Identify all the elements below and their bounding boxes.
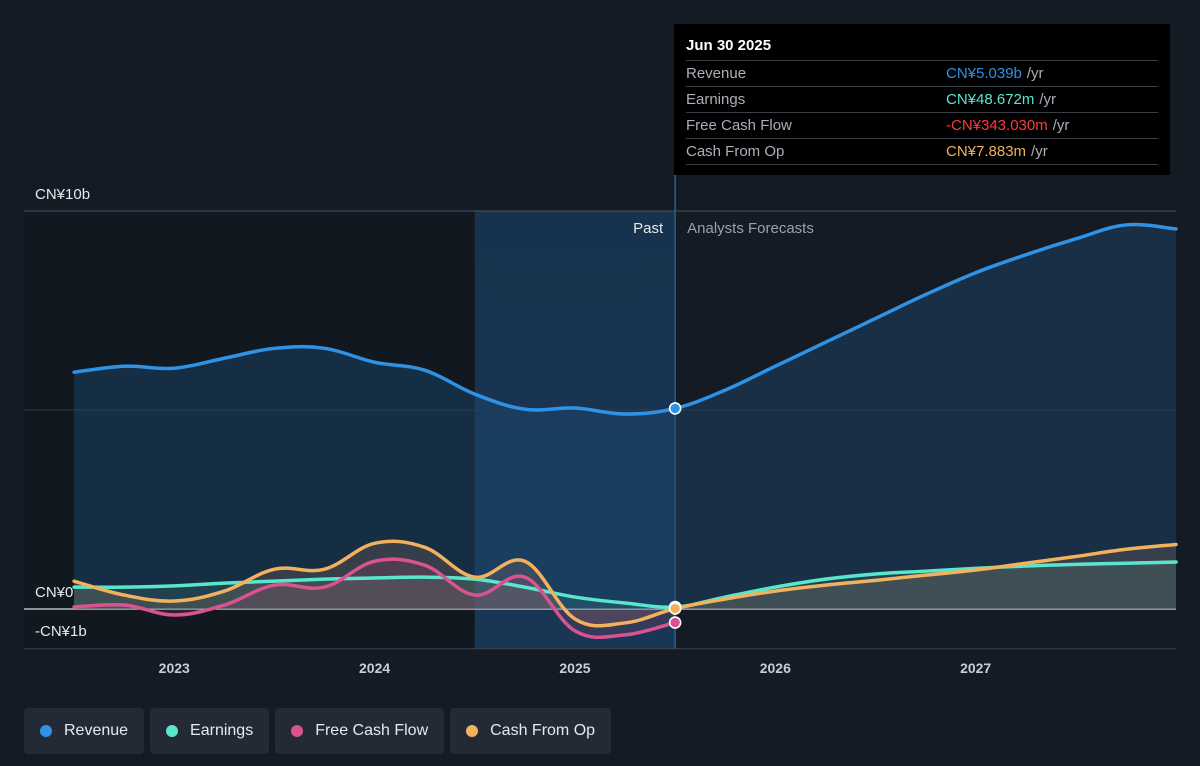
tooltip-row-earnings: Earnings CN¥48.672m /yr bbox=[686, 86, 1158, 112]
legend-item-label: Revenue bbox=[64, 722, 129, 739]
x-axis-tick-label: 2026 bbox=[760, 660, 791, 676]
hover-tooltip: Jun 30 2025 Revenue CN¥5.039b /yr Earnin… bbox=[674, 24, 1170, 175]
x-axis-tick-label: 2025 bbox=[559, 660, 590, 676]
tooltip-row-unit: /yr bbox=[1031, 143, 1048, 160]
revenue-area bbox=[74, 224, 1177, 610]
tooltip-rows: Revenue CN¥5.039b /yr Earnings CN¥48.672… bbox=[686, 60, 1158, 165]
legend-item-label: Free Cash Flow bbox=[315, 722, 429, 739]
tooltip-row-value: -CN¥343.030m bbox=[946, 117, 1048, 134]
series-line-free-cash-flow bbox=[72, 557, 677, 640]
chart-legend: Revenue Earnings Free Cash Flow Cash Fro… bbox=[24, 708, 612, 754]
cash-from-op-area bbox=[74, 541, 1177, 626]
legend-item-cash-from-op[interactable]: Cash From Op bbox=[450, 708, 612, 754]
legend-item-label: Earnings bbox=[190, 722, 254, 739]
y-axis-bottom-label: -CN¥1b bbox=[35, 623, 87, 640]
legend-dot-icon bbox=[166, 725, 179, 737]
y-axis-zero-label: CN¥0 bbox=[35, 584, 73, 601]
chart-label-layer: CN¥10b CN¥0 -CN¥1b Past Analysts Forecas… bbox=[35, 186, 814, 640]
tooltip-row-label: Earnings bbox=[686, 91, 746, 108]
x-axis-tick-label: 2024 bbox=[359, 660, 390, 676]
legend-item-label: Cash From Op bbox=[490, 722, 596, 739]
tooltip-row-unit: /yr bbox=[1052, 117, 1070, 134]
x-axis-ticks: 2023 2024 2025 2026 2027 bbox=[159, 660, 992, 676]
tooltip-row-value: CN¥5.039b bbox=[946, 65, 1022, 82]
legend-dot-icon bbox=[40, 725, 52, 737]
tooltip-row-unit: /yr bbox=[1039, 91, 1057, 108]
tooltip-row-value: CN¥48.672m bbox=[946, 91, 1035, 108]
marker-point-cash-from-op bbox=[668, 602, 682, 615]
tooltip-row-unit: /yr bbox=[1026, 65, 1044, 82]
x-axis-tick-label: 2027 bbox=[960, 660, 991, 676]
tooltip-row-cash-from-op: Cash From Op CN¥7.883m /yr bbox=[686, 138, 1158, 165]
chart-point-layer bbox=[668, 402, 682, 629]
marker-point-revenue bbox=[668, 402, 682, 415]
legend-dot-icon bbox=[466, 725, 479, 737]
legend-item-earnings[interactable]: Earnings bbox=[150, 708, 270, 754]
past-region-label: Past bbox=[633, 220, 664, 237]
y-axis-top-label: CN¥10b bbox=[35, 186, 90, 203]
legend-dot-icon bbox=[291, 725, 304, 737]
series-line-revenue bbox=[72, 222, 1178, 416]
series-line-cash-from-op bbox=[72, 539, 1178, 628]
tooltip-row-label: Revenue bbox=[686, 65, 747, 82]
chart-line-layer bbox=[72, 222, 1178, 640]
marker-point-free-cash-flow bbox=[668, 616, 682, 629]
tooltip-row-value: CN¥7.883m bbox=[946, 143, 1027, 160]
forecast-region-label: Analysts Forecasts bbox=[687, 220, 814, 237]
past-highlight-band bbox=[474, 211, 676, 649]
tooltip-row-free-cash-flow: Free Cash Flow -CN¥343.030m /yr bbox=[686, 112, 1158, 138]
tooltip-date: Jun 30 2025 bbox=[686, 37, 772, 54]
tooltip-row-revenue: Revenue CN¥5.039b /yr bbox=[686, 60, 1158, 86]
tooltip-row-label: Cash From Op bbox=[686, 143, 785, 160]
tooltip-row-label: Free Cash Flow bbox=[686, 117, 792, 134]
x-axis-tick-label: 2023 bbox=[159, 660, 190, 676]
legend-item-free-cash-flow[interactable]: Free Cash Flow bbox=[275, 708, 445, 754]
legend-item-revenue[interactable]: Revenue bbox=[24, 708, 145, 754]
